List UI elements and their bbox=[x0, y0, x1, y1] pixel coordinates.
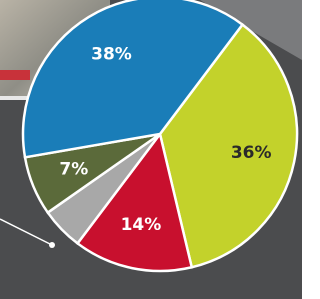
slice-label: 38% bbox=[91, 44, 132, 64]
slice-label: 7% bbox=[59, 160, 88, 180]
pie: 36% 14% 7% 38% bbox=[23, 0, 297, 271]
pointer-dot bbox=[49, 242, 55, 248]
slice-label: 36% bbox=[231, 143, 272, 163]
slice-label: 14% bbox=[121, 215, 162, 235]
page: {"chart_data": {"type": "pie", "values":… bbox=[0, 0, 302, 299]
chart: 36% 14% 7% 38% bbox=[0, 0, 302, 299]
photo-detail bbox=[0, 70, 30, 80]
